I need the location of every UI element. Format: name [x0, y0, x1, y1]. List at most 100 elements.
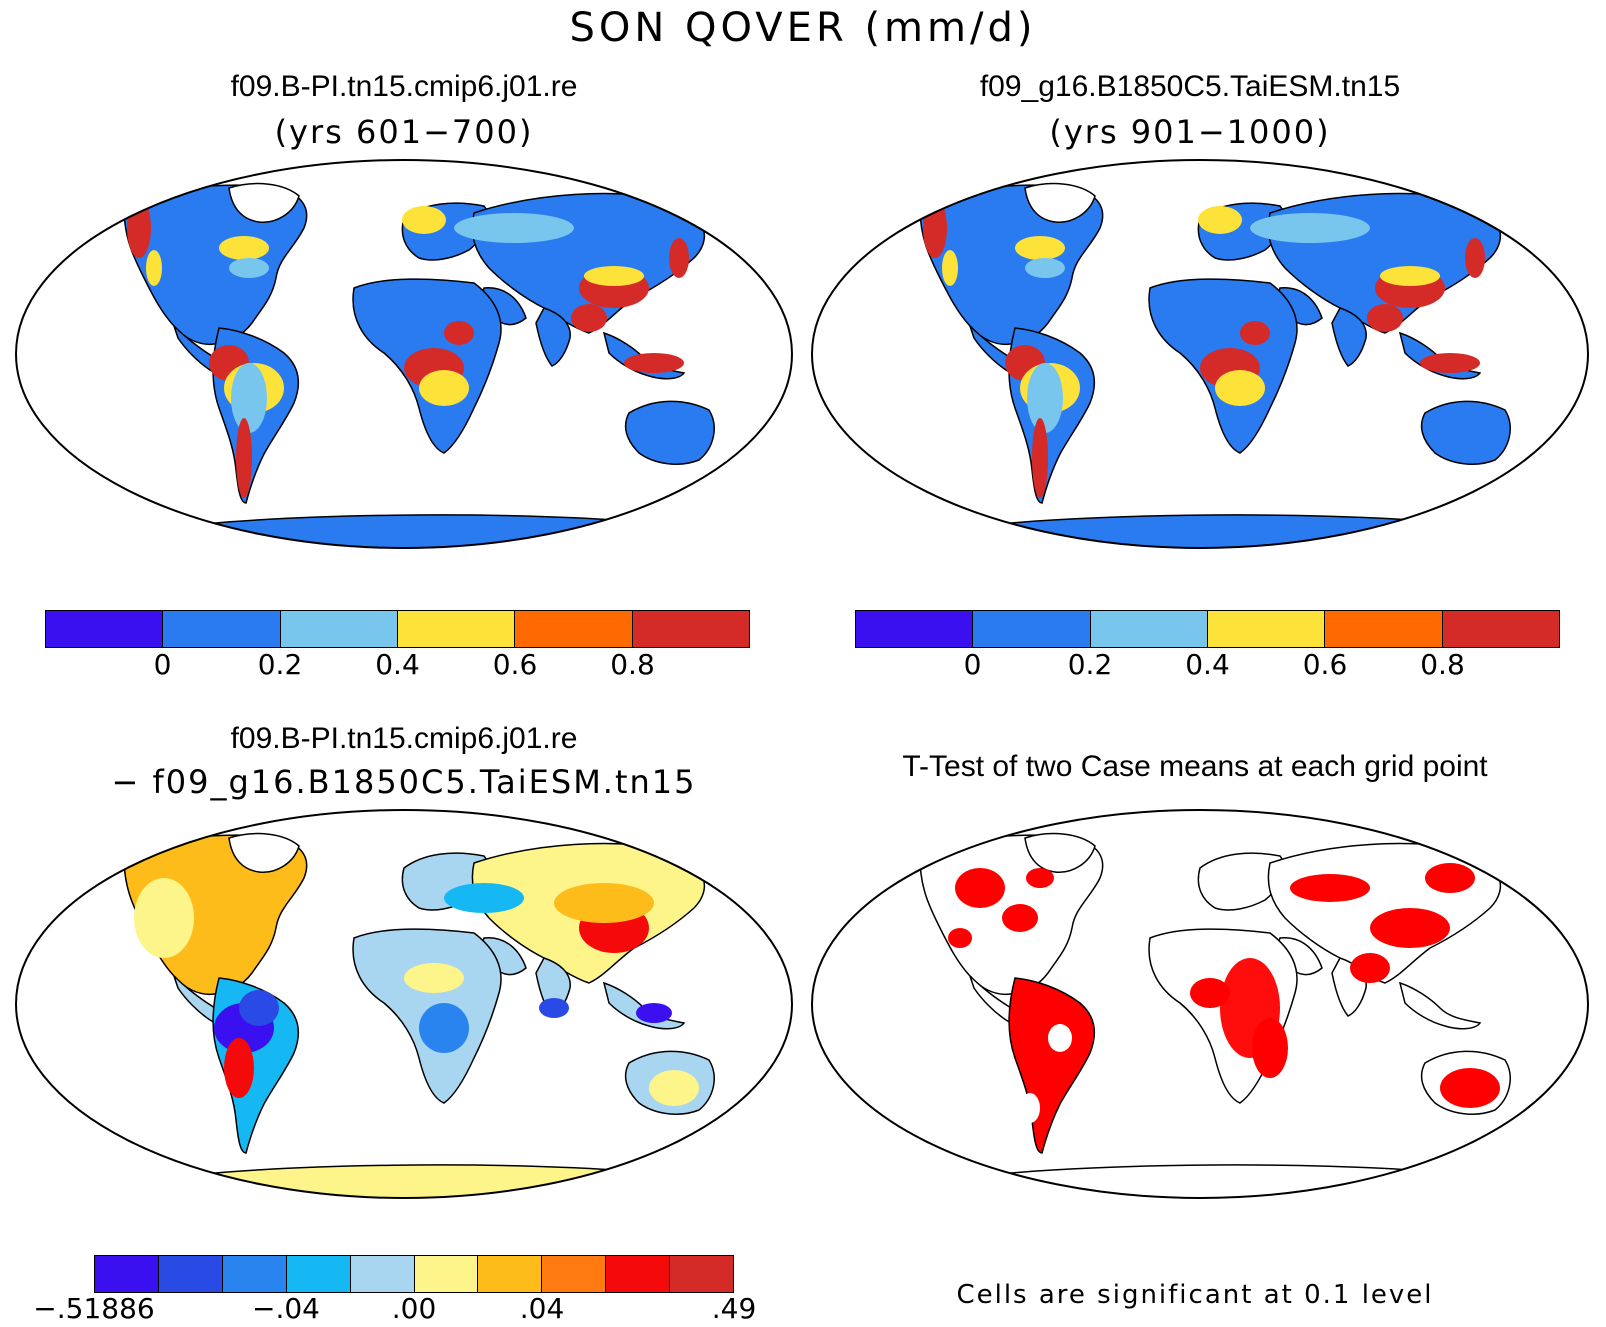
map-border — [15, 159, 793, 549]
colorbar-swatch — [414, 1256, 479, 1292]
field-patch — [1290, 874, 1370, 902]
field-patch — [231, 363, 267, 433]
field-patch — [923, 198, 947, 258]
colorbar-swatch — [286, 1256, 351, 1292]
field-patch — [1198, 206, 1242, 234]
colorbar-swatch — [1207, 611, 1326, 647]
field-patch — [1215, 370, 1265, 406]
field-patch — [402, 206, 446, 234]
colorbar-labels-case1: 0 0.2 0.4 0.6 0.8 — [45, 650, 750, 684]
colorbar-tick-label: 0.6 — [492, 648, 538, 681]
map-diff — [15, 809, 793, 1199]
field-patch — [1025, 258, 1065, 278]
colorbar-swatch — [397, 611, 516, 647]
field-patch — [955, 868, 1005, 908]
field-patch — [1026, 868, 1054, 888]
colorbar-swatch — [163, 611, 281, 647]
colorbar-swatch — [158, 1256, 223, 1292]
colorbar-tick-label: 0.4 — [375, 648, 420, 681]
field-patch — [649, 1070, 699, 1106]
colorbar-tick-label: 0.4 — [1185, 648, 1230, 681]
colorbar-swatch — [46, 611, 164, 647]
field-patch — [444, 321, 474, 345]
colorbar-swatch — [1090, 611, 1208, 647]
field-patch — [624, 353, 684, 373]
field-patch — [404, 963, 464, 993]
field-patch — [554, 883, 654, 923]
colorbar-swatch — [222, 1256, 287, 1292]
colorbar-swatch — [856, 611, 974, 647]
landmass-samerica — [1008, 977, 1096, 1154]
field-patch — [1420, 353, 1480, 373]
colorbar-swatch — [973, 611, 1091, 647]
field-patch — [146, 250, 162, 286]
landmass-india — [1331, 307, 1367, 367]
panel-title-ttest: T-Test of two Case means at each grid po… — [902, 750, 1488, 783]
panel-title-diff: f09.B-PI.tn15.cmip6.j01.re — [230, 722, 578, 755]
map-ttest — [811, 809, 1589, 1199]
field-patch — [1440, 1068, 1500, 1108]
field-patch — [1250, 213, 1370, 243]
colorbar-tick-label: 0 — [153, 648, 172, 681]
field-patch — [1048, 1024, 1072, 1052]
map-border — [15, 809, 793, 1199]
landmass-australia — [624, 400, 715, 465]
landmass-australia — [1420, 400, 1511, 465]
field-patch — [419, 370, 469, 406]
field-patch — [636, 1003, 672, 1023]
colorbar-swatch — [670, 1256, 734, 1292]
colorbar-swatch — [632, 611, 749, 647]
colorbar-tick-label: 0.2 — [257, 648, 303, 681]
field-patch — [1002, 904, 1038, 932]
field-patch — [1367, 304, 1403, 332]
panel-subtitle-diff: − f09_g16.B1850C5.TaiESM.tn15 — [111, 763, 697, 801]
field-patch — [224, 1038, 254, 1098]
field-patch — [1370, 908, 1450, 948]
field-patch — [134, 878, 194, 958]
colorbar-tick-label: 0.6 — [1302, 648, 1348, 681]
field-patch — [942, 250, 958, 286]
field-patch — [1027, 363, 1063, 433]
landmass-india — [535, 307, 571, 367]
colorbar-labels-diff: −.51886 −.04 .00 .04 .49 — [33, 1292, 756, 1326]
panel-subtitle-case2: (yrs 901−1000) — [1049, 113, 1331, 151]
colorbar-tick-label: −.51886 — [33, 1292, 155, 1325]
field-patch — [419, 1003, 469, 1053]
colorbar-diff — [94, 1255, 734, 1293]
panel-title-case2: f09_g16.B1850C5.TaiESM.tn15 — [979, 70, 1401, 103]
field-patch — [571, 304, 607, 332]
landmass-greenland — [228, 832, 300, 873]
colorbar-case1 — [45, 610, 750, 648]
field-patch — [1015, 236, 1065, 260]
colorbar-swatch — [1442, 611, 1559, 647]
field-patch — [1465, 238, 1485, 278]
field-patch — [239, 990, 279, 1026]
field-patch — [584, 266, 644, 286]
colorbar-tick-label: .00 — [391, 1292, 437, 1325]
field-patch — [669, 238, 689, 278]
landmass-seasia — [602, 981, 686, 1030]
map-border — [811, 809, 1589, 1199]
colorbar-swatch — [515, 611, 633, 647]
colorbar-swatch — [542, 1256, 607, 1292]
field-patch — [1380, 266, 1440, 286]
panel-subtitle-case1: (yrs 601−700) — [274, 113, 534, 151]
landmass-greenland — [1024, 832, 1096, 873]
colorbar-swatch — [350, 1256, 415, 1292]
field-patch — [1252, 1018, 1288, 1078]
colorbar-tick-label: 0.8 — [1420, 648, 1465, 681]
field-patch — [1240, 321, 1270, 345]
map-case1 — [15, 159, 793, 549]
colorbar-tick-label: .04 — [519, 1292, 565, 1325]
field-patch — [948, 928, 972, 948]
field-patch — [236, 418, 252, 498]
landmass-greenland — [1024, 182, 1096, 223]
map-case2 — [811, 159, 1589, 549]
field-patch — [539, 998, 569, 1018]
landmass-europe — [1197, 852, 1285, 911]
significance-note: Cells are significant at 0.1 level — [956, 1280, 1434, 1310]
colorbar-tick-label: .49 — [711, 1292, 757, 1325]
map-border — [811, 159, 1589, 549]
field-patch — [219, 236, 269, 260]
colorbar-swatch — [95, 1256, 159, 1292]
